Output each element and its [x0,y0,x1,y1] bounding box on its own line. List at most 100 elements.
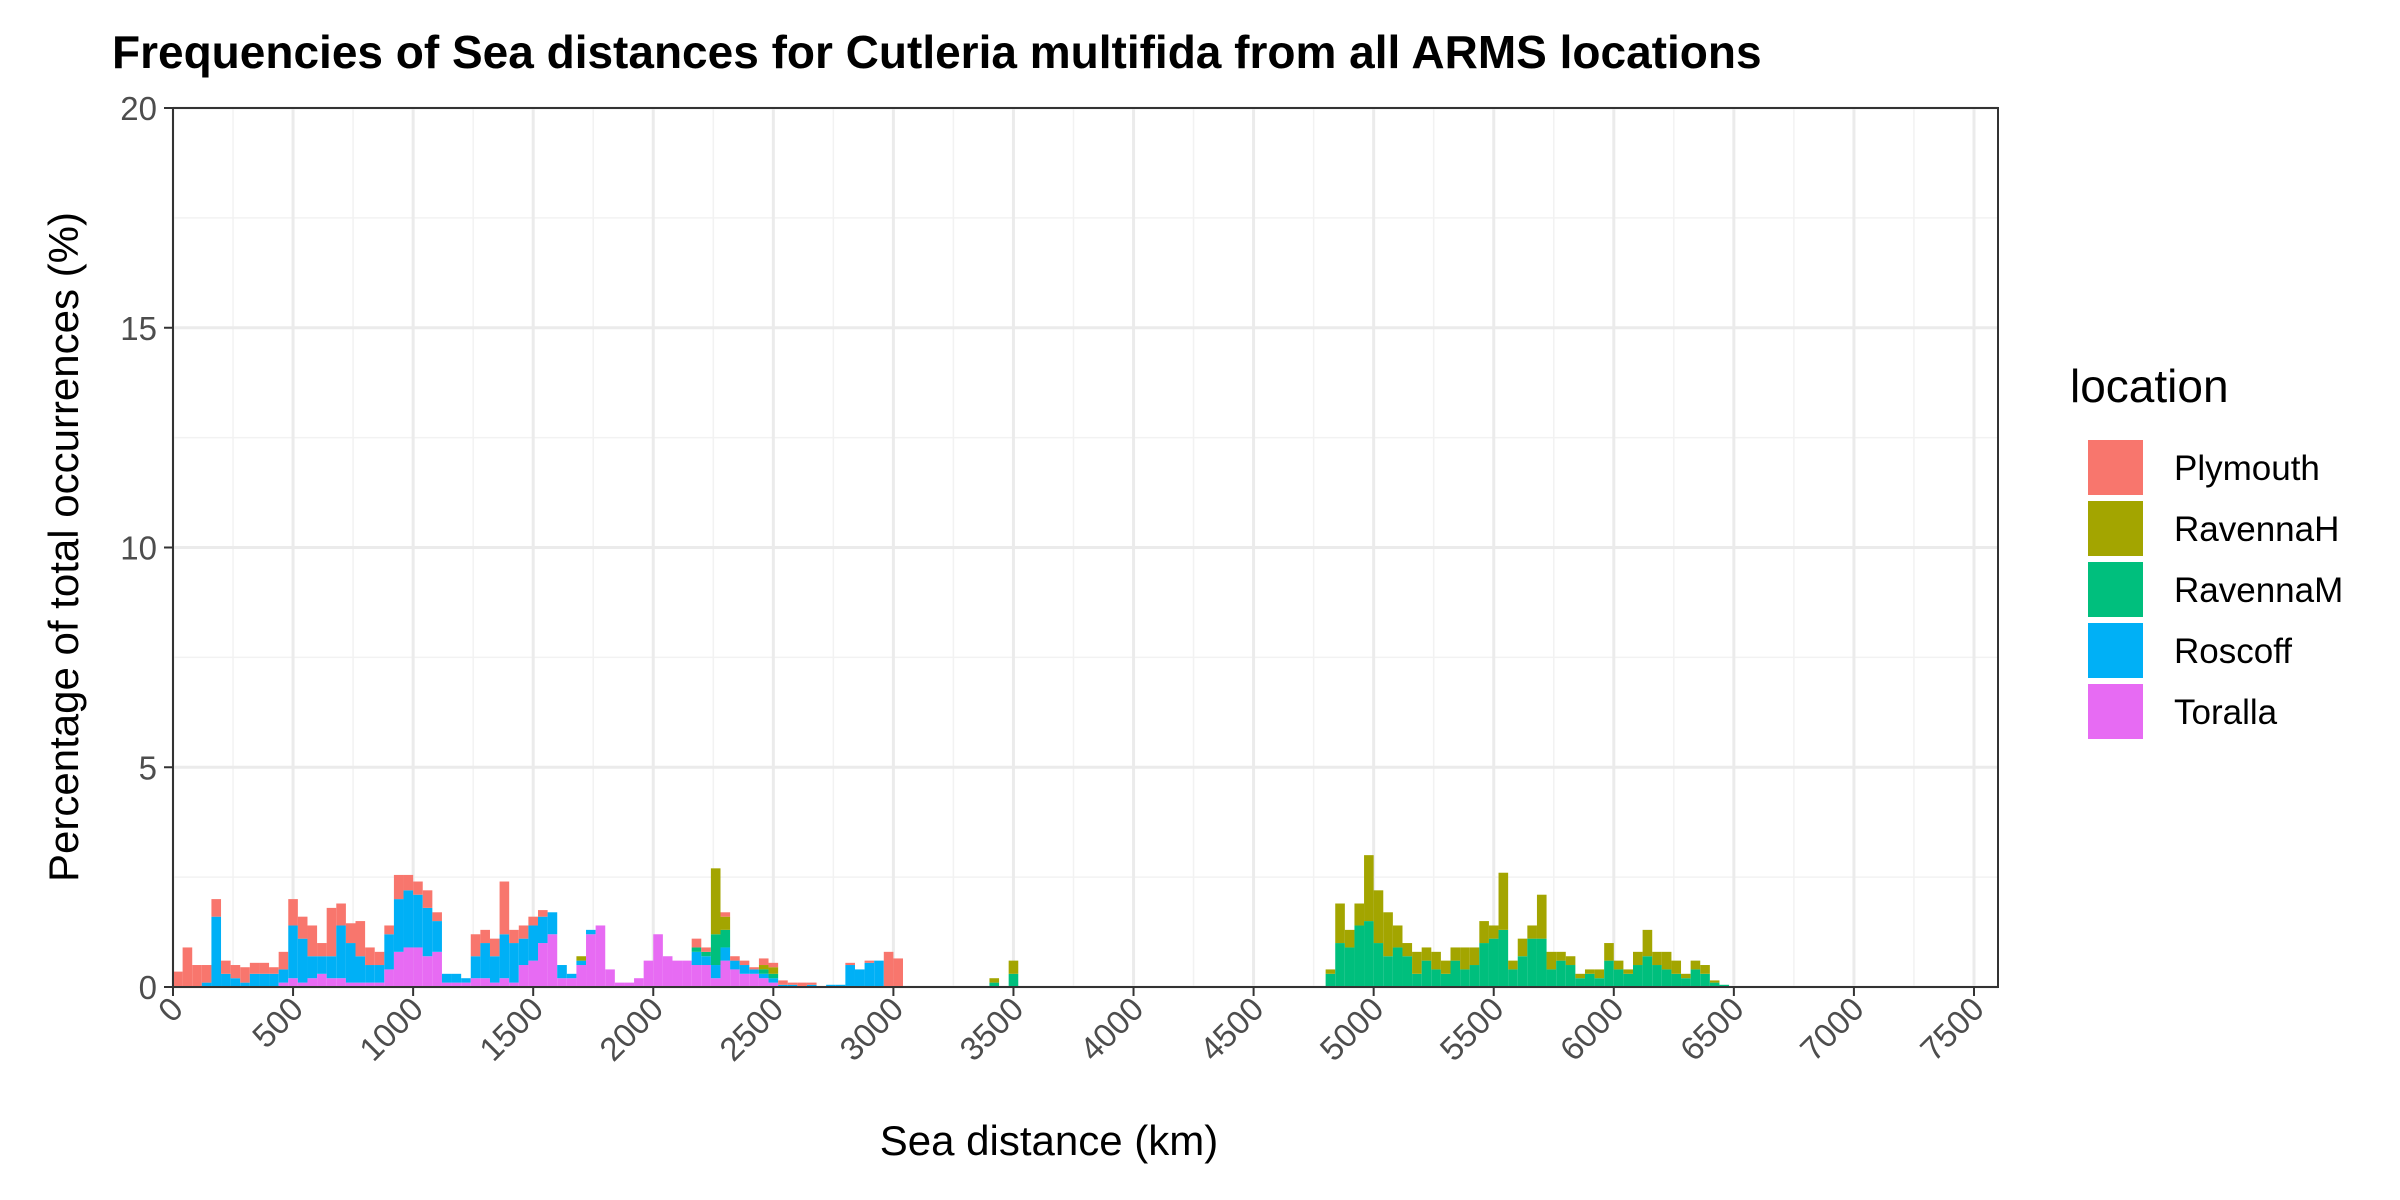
bar-roscoff-2300 [720,947,731,961]
bar-ravennam-5420 [1469,965,1480,987]
bar-ravennam-5140 [1402,956,1413,987]
bar-plymouth-140 [201,965,212,983]
bar-ravennah-6220 [1661,951,1672,970]
bar-plymouth-380 [259,962,270,974]
bar-toralla-1900 [624,982,635,987]
bar-toralla-1460 [518,965,529,987]
bar-roscoff-1180 [451,973,462,983]
bar-plymouth-980 [403,874,414,891]
bar-toralla-2220 [701,965,711,987]
bar-plymouth-2580 [787,982,798,985]
bar-plymouth-1460 [518,925,529,939]
bar-roscoff-1740 [586,929,596,935]
bar-roscoff-260 [230,978,241,987]
bar-ravennam-2300 [720,929,731,948]
bar-ravennah-5260 [1431,951,1441,970]
bar-ravennam-5340 [1450,960,1461,987]
bar-toralla-1500 [528,960,538,987]
bar-ravennam-5980 [1604,960,1614,987]
bar-plymouth-2420 [749,967,759,970]
bar-plymouth-460 [278,951,289,970]
legend-swatch-toralla [2088,684,2143,739]
bar-ravennah-5860 [1575,973,1585,979]
bar-ravennah-5500 [1488,925,1499,939]
bar-ravennam-6100 [1633,965,1643,987]
bar-ravennam-5900 [1584,973,1595,987]
bar-plymouth-1500 [528,916,538,926]
bar-roscoff-740 [345,943,356,983]
bar-ravennah-6300 [1681,973,1691,979]
bar-ravennam-5460 [1479,943,1489,987]
bar-plymouth-860 [374,951,385,966]
bar-ravennam-2500 [768,973,779,979]
y-tick-label: 5 [139,749,157,786]
bar-plymouth-660 [326,907,337,957]
bar-roscoff-2820 [845,965,855,987]
bar-toralla-1300 [480,978,490,987]
bar-plymouth-1340 [489,938,500,957]
bar-toralla-2180 [691,965,702,987]
bar-plymouth-300 [240,967,250,983]
bar-toralla-700 [336,978,346,987]
bar-ravennah-5460 [1479,921,1489,944]
bar-roscoff-2860 [854,969,865,987]
bar-roscoff-1340 [489,956,500,983]
bar-ravennam-4940 [1354,925,1365,987]
bar-plymouth-2300 [720,912,731,917]
bar-toralla-1540 [538,943,548,987]
bar-ravennam-5620 [1517,956,1528,987]
bar-toralla-1780 [595,925,606,987]
bar-roscoff-2220 [701,956,711,966]
bar-toralla-1060 [422,956,433,987]
bar-roscoff-1580 [547,912,558,935]
bar-ravennah-6420 [1709,980,1720,983]
bar-plymouth-580 [307,925,318,957]
bar-plymouth-1420 [509,929,519,944]
bar-ravennah-6260 [1671,960,1682,974]
bar-plymouth-2340 [730,956,740,961]
bar-toralla-2140 [682,960,692,987]
plot-panel [171,106,1999,989]
bar-ravennah-5140 [1402,943,1413,957]
bar-toralla-1620 [557,978,567,987]
y-tick-label: 20 [120,90,157,127]
bar-plymouth-2180 [691,938,702,948]
bar-ravennah-2260 [710,868,721,935]
bar-ravennam-6020 [1613,969,1624,987]
bar-plymouth-2540 [778,980,788,985]
bar-roscoff-1100 [432,921,442,952]
bar-toralla-2060 [662,956,673,987]
bar-toralla-1340 [489,982,500,987]
bar-toralla-780 [355,982,366,987]
bar-plymouth-2220 [701,947,711,952]
bar-roscoff-1460 [518,938,529,966]
bar-toralla-2260 [710,978,721,987]
bar-toralla-540 [297,982,308,987]
bar-toralla-1100 [432,951,442,987]
bar-ravennam-5020 [1373,943,1384,987]
legend-label-plymouth: Plymouth [2174,449,2320,488]
bar-ravennam-3420 [989,982,1000,987]
bar-roscoff-620 [317,956,327,974]
bar-roscoff-2740 [826,984,836,987]
bar-plymouth-1100 [432,912,442,922]
bar-plymouth-1260 [470,934,481,957]
bar-ravennam-5540 [1498,929,1509,987]
bar-ravennam-6060 [1623,973,1633,987]
bar-ravennah-4900 [1344,929,1355,948]
bar-roscoff-220 [221,973,231,987]
bar-ravennah-5580 [1508,960,1518,970]
bar-toralla-940 [393,951,404,987]
bar-toralla-2020 [653,934,663,987]
bar-ravennam-6180 [1652,965,1662,987]
bar-plymouth-2820 [845,962,855,966]
bar-ravennah-5740 [1546,951,1557,970]
bar-plymouth-900 [384,925,394,935]
bar-toralla-1140 [441,982,452,987]
bar-ravennam-6300 [1681,978,1691,987]
legend-swatch-ravennah [2088,501,2143,556]
bar-ravennah-5980 [1604,943,1614,961]
bar-roscoff-420 [269,973,279,987]
bar-ravennah-5540 [1498,872,1509,930]
bar-ravennam-5660 [1527,938,1537,987]
